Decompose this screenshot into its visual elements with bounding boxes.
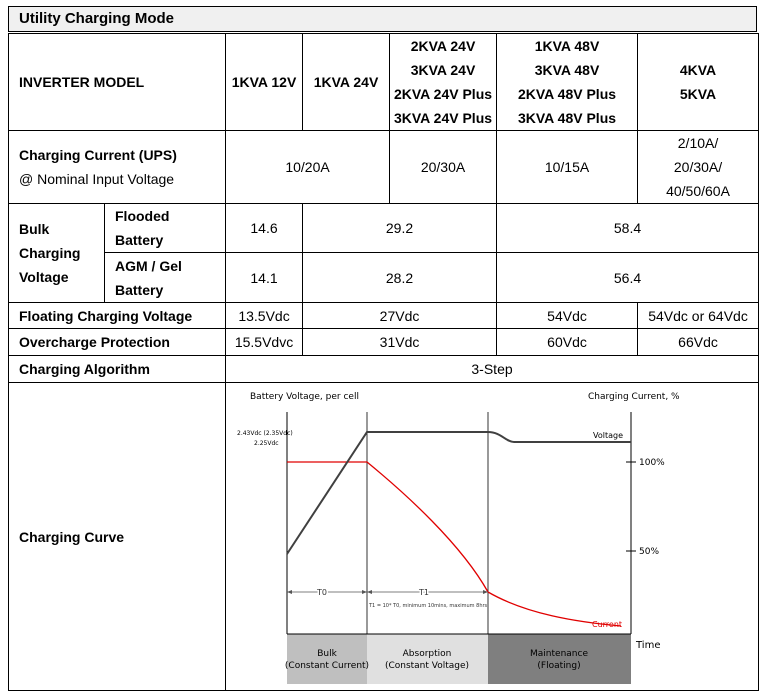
y-right-title: Charging Current, %: [588, 392, 680, 402]
floating-value-3: 54Vdc: [496, 302, 639, 329]
overcharge-label: Overcharge Protection: [7, 328, 227, 356]
agm-label: AGM / Gel Battery: [103, 252, 227, 303]
charging-current-row: Charging Current (UPS) @ Nominal Input V…: [7, 130, 760, 204]
section-title: Utility Charging Mode: [8, 6, 757, 32]
bulk-agm-row: AGM / Gel Battery 14.1 28.2 56.4: [9, 252, 760, 303]
t0-arrow-right: [362, 589, 368, 594]
voltage-level-label-2: 2.25Vdc: [254, 440, 279, 447]
model-header-row: INVERTER MODEL 1KVA 12V 1KVA 24V 2KVA 24…: [7, 33, 760, 131]
stage-absorption-name: Absorption: [403, 649, 452, 659]
floating-value-2: 27Vdc: [302, 302, 498, 329]
model-col-1: 1KVA 12V: [225, 33, 304, 131]
spec-table: INVERTER MODEL 1KVA 12V 1KVA 24V 2KVA 24…: [7, 33, 760, 691]
stage-bulk-name: Bulk: [317, 649, 337, 659]
t1-note: T1 = 10* T0, minimum 10mins, maximum 8hr…: [368, 603, 488, 609]
stage-maintenance-name: Maintenance: [530, 649, 588, 659]
floating-value-1: 13.5Vdc: [225, 302, 304, 329]
overcharge-value-1: 15.5Vdvc: [225, 328, 304, 356]
flooded-value-1: 14.6: [225, 203, 304, 253]
model-col-3: 2KVA 24V 3KVA 24V 2KVA 24V Plus 3KVA 24V…: [389, 33, 498, 131]
agm-value-3: 56.4: [496, 252, 760, 303]
t0-arrow-left: [287, 589, 293, 594]
stage-absorption-sub: (Constant Voltage): [385, 661, 469, 671]
charging-current-value-1: 10/20A: [225, 130, 391, 204]
agm-value-1: 14.1: [225, 252, 304, 303]
voltage-curve-label: Voltage: [593, 431, 623, 440]
charging-current-value-2: 20/30A: [389, 130, 498, 204]
stage-maintenance-bar: [488, 633, 632, 684]
flooded-label: Flooded Battery: [103, 203, 227, 253]
bulk-voltage-label: Bulk Charging Voltage: [8, 203, 105, 303]
t1-label: T1: [418, 588, 429, 597]
algorithm-label: Charging Algorithm: [7, 355, 227, 383]
model-col-2: 1KVA 24V: [302, 33, 391, 131]
charging-curve-label: Charging Curve: [7, 382, 227, 691]
charging-current-value-4: 2/10A/ 20/30A/ 40/50/60A: [637, 130, 760, 204]
charging-current-value-3: 10/15A: [496, 130, 639, 204]
bulk-flooded-row: Bulk Charging Voltage Flooded Battery 14…: [8, 203, 760, 303]
overcharge-value-4: 66Vdc: [637, 328, 760, 356]
stage-absorption-bar: [367, 633, 489, 684]
t0-label: T0: [316, 588, 327, 597]
t1-arrow-right: [483, 589, 489, 594]
stage-bulk-sub: (Constant Current): [285, 661, 369, 671]
floating-row: Floating Charging Voltage 13.5Vdc 27Vdc …: [7, 302, 760, 329]
charging-curve-chart: Bulk (Constant Current) Absorption (Cons…: [237, 392, 680, 684]
current-curve-label: Current: [592, 620, 622, 629]
floating-value-4: 54Vdc or 64Vdc: [637, 302, 760, 329]
overcharge-row: Overcharge Protection 15.5Vdvc 31Vdc 60V…: [7, 328, 760, 356]
t1-arrow-left: [367, 589, 373, 594]
floating-label: Floating Charging Voltage: [7, 302, 227, 329]
time-label: Time: [635, 640, 660, 651]
y-left-title: Battery Voltage, per cell: [250, 392, 359, 402]
overcharge-value-2: 31Vdc: [302, 328, 498, 356]
model-col-4: 1KVA 48V 3KVA 48V 2KVA 48V Plus 3KVA 48V…: [496, 33, 639, 131]
overcharge-value-3: 60Vdc: [496, 328, 639, 356]
stage-bulk-bar: [287, 633, 368, 684]
flooded-value-2: 29.2: [302, 203, 498, 253]
agm-value-2: 28.2: [302, 252, 498, 303]
pct-100-label: 100%: [639, 458, 665, 468]
pct-50-label: 50%: [639, 547, 659, 557]
voltage-curve: [286, 430, 632, 555]
inverter-model-label: INVERTER MODEL: [7, 33, 227, 131]
stage-maintenance-sub: (Floating): [537, 661, 580, 671]
model-col-5: 4KVA 5KVA: [637, 33, 760, 131]
current-curve: [287, 460, 622, 627]
algorithm-row: Charging Algorithm 3-Step: [7, 355, 760, 383]
voltage-level-label-1: 2.43Vdc (2.35Vdc): [237, 430, 293, 437]
charging-current-label: Charging Current (UPS) @ Nominal Input V…: [7, 130, 227, 204]
algorithm-value: 3-Step: [225, 355, 760, 383]
flooded-value-3: 58.4: [496, 203, 760, 253]
charging-curve-cell: Bulk (Constant Current) Absorption (Cons…: [225, 382, 760, 691]
charging-curve-row: Charging Curve Bulk (Constant Current) A…: [7, 382, 760, 691]
